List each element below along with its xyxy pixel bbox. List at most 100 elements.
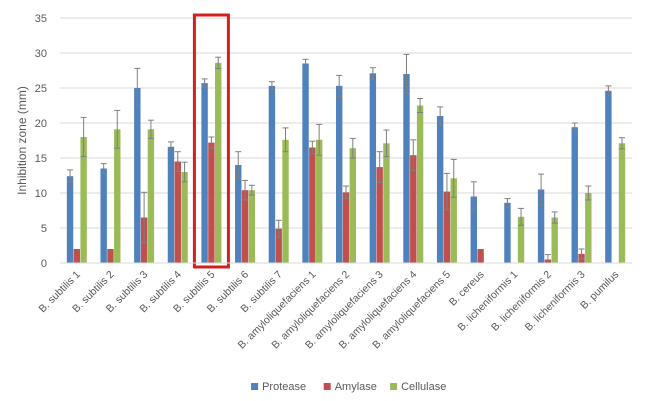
- error-bar: [376, 151, 383, 183]
- y-tick-label: 15: [35, 153, 47, 165]
- bar-cellulase: [383, 143, 390, 263]
- bar-amylase: [73, 249, 81, 263]
- y-tick-label: 20: [35, 118, 47, 130]
- y-tick-label: 0: [41, 258, 47, 270]
- error-bar: [538, 173, 545, 206]
- error-bar: [450, 158, 457, 198]
- bar-protease: [336, 85, 343, 264]
- y-axis-title: Inhibition zone (mm): [15, 86, 29, 195]
- error-bar: [410, 139, 417, 172]
- error-bar: [551, 211, 558, 224]
- error-bar: [215, 56, 222, 69]
- y-tick-labels: 0 5 10 15 20 25 30 35: [35, 13, 47, 270]
- error-bar: [618, 137, 625, 150]
- bar-protease: [100, 168, 107, 263]
- bar-protease: [403, 74, 410, 263]
- bar-cellulase: [585, 193, 592, 263]
- x-category-labels: B. subtilis 1B. subtilis 2B. subtilis 3B…: [36, 269, 621, 352]
- error-bar: [470, 181, 477, 212]
- error-bar: [174, 151, 181, 172]
- bar-cellulase: [248, 190, 256, 263]
- error-bar: [369, 67, 376, 80]
- bar-protease: [66, 176, 74, 263]
- error-bars: [67, 53, 625, 264]
- gridlines: [60, 17, 632, 229]
- error-bar: [417, 98, 424, 113]
- bar-amylase: [342, 192, 350, 263]
- bar-protease: [605, 90, 612, 263]
- error-bar: [235, 151, 242, 179]
- legend-label: Protease: [262, 381, 306, 393]
- error-bar: [316, 123, 323, 156]
- y-tick-label: 25: [35, 83, 47, 95]
- error-bar: [100, 163, 107, 174]
- error-bar: [141, 191, 148, 244]
- error-bar: [343, 185, 349, 200]
- bar-amylase: [376, 167, 383, 263]
- bar-protease: [470, 196, 477, 263]
- bars: [66, 62, 626, 264]
- error-bar: [147, 119, 154, 139]
- error-bar: [181, 161, 188, 183]
- x-category-label: B. licheniformis 3: [523, 269, 588, 334]
- error-bar: [268, 81, 275, 91]
- highlight-box: [192, 13, 230, 269]
- x-category-label: B. licheniformis 2: [489, 269, 554, 334]
- bar-amylase: [241, 190, 249, 263]
- bar-protease: [201, 83, 208, 263]
- error-bar: [571, 122, 578, 132]
- bar-cellulase: [349, 148, 356, 263]
- error-bar: [201, 78, 208, 88]
- y-tick-label: 35: [35, 13, 47, 25]
- bar-amylase: [174, 161, 181, 263]
- bar-cellulase: [181, 172, 188, 263]
- bar-amylase: [410, 155, 417, 263]
- legend-item-cellulase: Cellulase: [390, 381, 446, 393]
- bar-protease: [167, 146, 175, 263]
- bar-cellulase: [416, 105, 424, 263]
- error-bar: [578, 248, 585, 260]
- error-bar: [282, 127, 289, 153]
- bar-protease: [369, 73, 377, 263]
- y-tick-label: 30: [35, 48, 47, 60]
- bar-protease: [302, 63, 309, 263]
- bar-amylase: [477, 249, 484, 263]
- bar-protease: [268, 85, 276, 264]
- y-tick-label: 10: [35, 188, 47, 200]
- bar-amylase: [208, 142, 215, 263]
- error-bar: [302, 58, 309, 69]
- error-bar: [80, 116, 87, 158]
- bar-amylase: [275, 228, 282, 263]
- legend-label: Cellulase: [401, 381, 446, 393]
- error-bar: [383, 129, 390, 158]
- bar-cellulase: [551, 217, 558, 263]
- legend-swatch: [390, 383, 398, 390]
- error-bar: [248, 184, 255, 196]
- error-bar: [134, 67, 141, 109]
- bar-protease: [134, 88, 141, 263]
- y-tick-label: 5: [41, 223, 47, 235]
- error-bar: [208, 136, 215, 149]
- bar-cellulase: [147, 129, 155, 263]
- error-bar: [585, 185, 592, 201]
- error-bar: [114, 109, 121, 149]
- bar-amylase: [309, 147, 316, 263]
- bar-protease: [571, 127, 578, 263]
- error-bar: [443, 172, 450, 211]
- error-bar: [336, 74, 343, 97]
- error-bar: [167, 141, 174, 153]
- bar-protease: [436, 116, 444, 263]
- legend: Protease Amylase Cellulase: [251, 381, 446, 393]
- error-bar: [605, 85, 612, 97]
- legend-swatch: [251, 383, 259, 390]
- bar-cellulase: [315, 139, 323, 263]
- error-bar: [275, 219, 282, 238]
- bar-cellulase: [215, 62, 222, 263]
- error-bar: [518, 207, 525, 226]
- highlight-box-layer: [192, 13, 230, 269]
- error-bar: [437, 106, 444, 126]
- legend-item-protease: Protease: [251, 381, 306, 393]
- error-bar: [242, 179, 249, 201]
- legend-item-amylase: Amylase: [323, 381, 377, 393]
- bar-cellulase: [80, 137, 87, 263]
